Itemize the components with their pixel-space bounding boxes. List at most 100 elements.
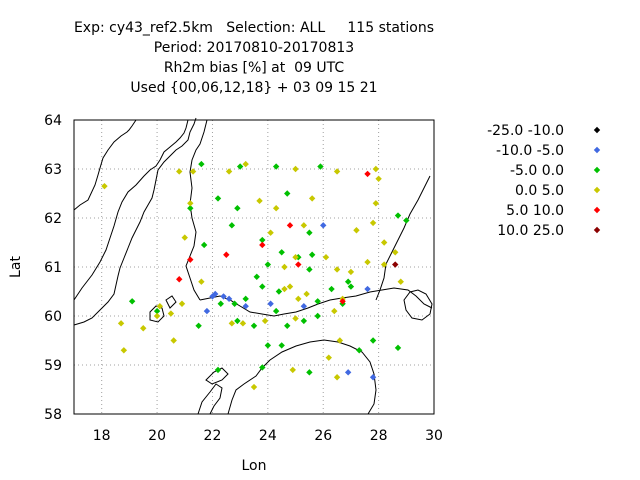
station-marker (256, 197, 263, 205)
station-marker (394, 212, 402, 219)
station-marker (189, 168, 197, 175)
station-marker (195, 322, 202, 329)
legend-marker (593, 126, 601, 134)
station-marker (187, 256, 194, 263)
x-tick-label: 18 (93, 428, 111, 444)
station-marker (308, 251, 316, 258)
grid (74, 119, 435, 415)
legend: -25.0 -10.0 -10.0 -5.0 -5.0 0.0 0.0 5.0 5.0 … (487, 123, 601, 239)
station-marker (153, 307, 161, 315)
station-marker (253, 273, 260, 280)
y-axis-label: Lat (8, 256, 24, 278)
legend-label: 10.0 25.0 (497, 223, 564, 239)
station-marker (217, 300, 224, 307)
station-marker (300, 222, 308, 229)
station-marker (187, 200, 194, 207)
station-marker (333, 374, 341, 381)
station-marker (344, 369, 352, 376)
station-marker (117, 320, 125, 327)
station-marker (303, 290, 310, 298)
x-axis-label: Lon (242, 458, 267, 474)
station-marker (308, 195, 316, 202)
legend-marker (593, 206, 601, 214)
y-tick-label: 62 (44, 211, 62, 227)
station-marker (239, 320, 247, 327)
station-marker (236, 163, 244, 170)
station-marker (295, 261, 302, 268)
station-marker (156, 303, 164, 310)
y-tick-label: 64 (44, 113, 62, 129)
station-marker (272, 163, 280, 170)
station-marker (320, 222, 327, 229)
station-marker (176, 276, 183, 283)
station-marker (272, 205, 280, 212)
station-marker (187, 205, 194, 212)
station-marker (372, 165, 380, 173)
legend-marker (593, 146, 601, 154)
station-marker (369, 374, 377, 381)
station-marker (214, 366, 222, 374)
station-marker (225, 168, 233, 175)
station-marker (306, 266, 313, 273)
station-marker (314, 312, 321, 320)
station-marker (275, 288, 283, 295)
station-marker (292, 254, 299, 261)
station-marker (128, 298, 136, 305)
station-marker (259, 283, 266, 290)
station-marker (317, 163, 324, 170)
title-used-line: Used {00,06,12,18} + 03 09 15 21 (130, 80, 378, 96)
station-marker (228, 222, 236, 229)
station-marker (325, 354, 332, 361)
station-marker (200, 241, 208, 249)
station-marker (333, 266, 341, 273)
station-marker (331, 307, 338, 315)
station-marker (181, 234, 188, 241)
station-marker (234, 317, 241, 325)
station-marker (295, 295, 302, 303)
station-marker (259, 236, 266, 244)
x-tick-label: 20 (148, 428, 166, 444)
station-marker (176, 168, 183, 175)
station-marker (170, 337, 177, 344)
legend-marker (593, 166, 601, 174)
station-marker (278, 342, 285, 349)
legend-label: 5.0 10.0 (506, 203, 564, 219)
station-marker (328, 285, 335, 293)
station-marker (339, 298, 346, 305)
station-marker (347, 268, 355, 276)
legend-label: 0.0 5.0 (515, 183, 564, 199)
station-marker (344, 278, 352, 285)
station-marker (242, 303, 249, 310)
station-marker (261, 317, 269, 325)
station-marker (333, 168, 341, 175)
x-tick-label: 22 (204, 428, 222, 444)
station-marker (250, 322, 258, 329)
title-period-line: Period: 20170810-20170813 (153, 40, 355, 56)
station-marker (259, 364, 266, 371)
station-marker (380, 239, 388, 246)
station-points (101, 160, 410, 391)
y-tick-label: 61 (44, 260, 62, 276)
station-marker (306, 369, 313, 376)
station-marker (369, 219, 377, 227)
station-marker (178, 300, 186, 307)
station-marker (403, 217, 410, 224)
station-marker (364, 170, 371, 178)
station-marker (380, 261, 388, 268)
axis-ticks: 18 20 22 24 26 28 30 58 59 60 61 62 63 64 (44, 113, 443, 444)
station-marker (264, 261, 272, 268)
legend-label: -10.0 -5.0 (496, 143, 564, 159)
station-marker (292, 315, 299, 322)
station-marker (364, 258, 371, 266)
legend-marker (593, 226, 601, 234)
legend-label: -25.0 -10.0 (487, 123, 564, 139)
station-marker (392, 249, 399, 256)
station-marker (347, 283, 355, 290)
title-experiment-line: Exp: cy43_ref2.5km Selection: ALL 115 st… (73, 20, 435, 36)
station-marker (242, 295, 249, 303)
x-tick-label: 26 (314, 428, 332, 444)
station-marker (314, 298, 321, 305)
station-marker (272, 307, 280, 315)
station-marker (212, 290, 219, 298)
